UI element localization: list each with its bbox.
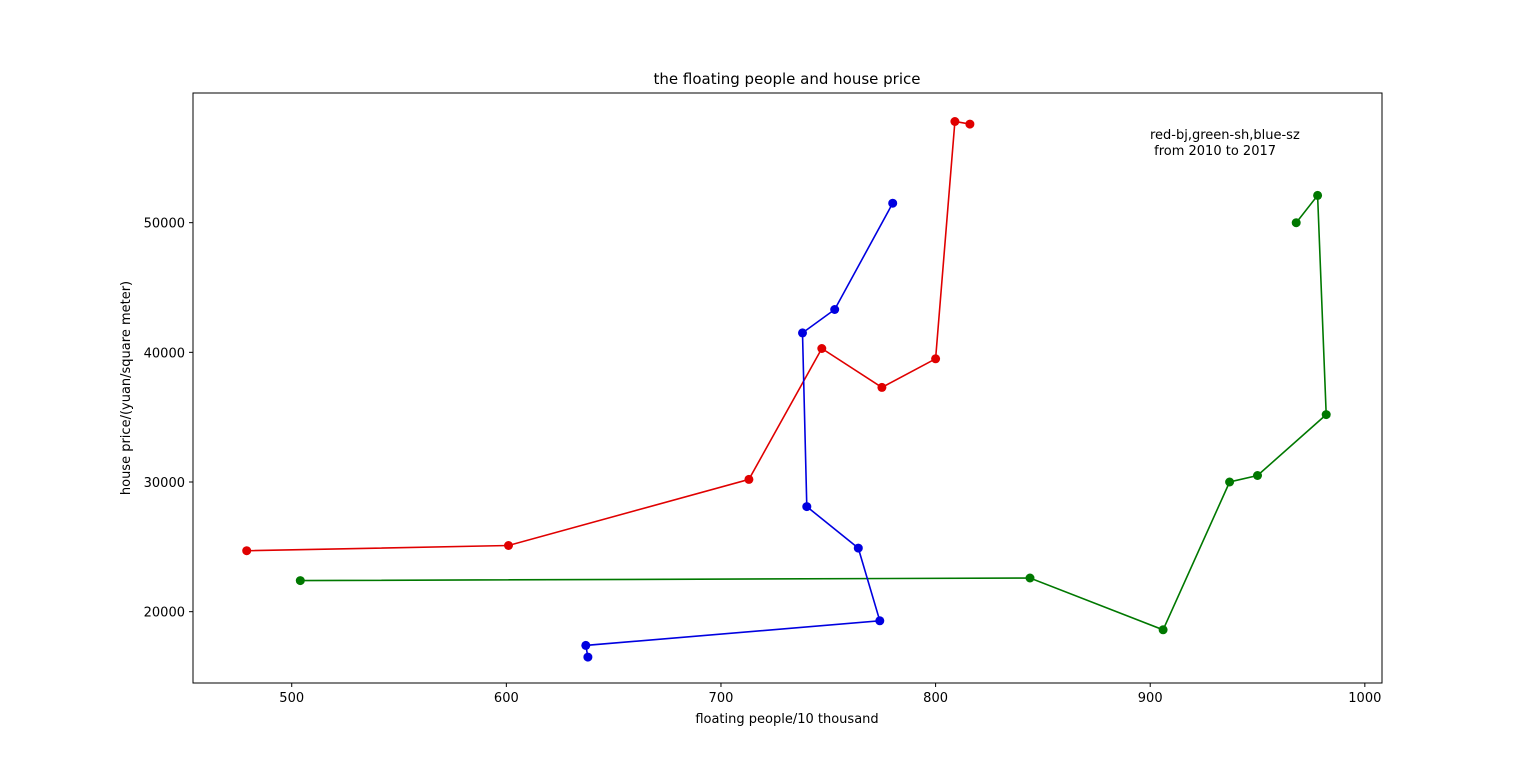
chart-title: the floating people and house price — [654, 70, 921, 88]
series-1-point-4 — [1253, 471, 1262, 480]
series-0-point-6 — [950, 117, 960, 126]
series-1-point-5 — [1321, 410, 1331, 420]
series-0-point-4 — [877, 382, 887, 392]
x-axis: 500 600 700 800 900 1000 — [279, 683, 1381, 706]
x-axis-label: floating people/10 thousand — [695, 712, 878, 727]
series-2 — [581, 198, 898, 662]
plot-area — [242, 117, 1331, 662]
series-0-point-5 — [931, 354, 941, 364]
series-0-point-1 — [504, 541, 513, 550]
series-1-point-2 — [1158, 625, 1168, 635]
x-tick-label-4: 900 — [1138, 691, 1163, 706]
series-1-point-0 — [295, 576, 305, 586]
series-0-point-0 — [242, 546, 252, 556]
series-1-line — [300, 193, 1328, 631]
series-0-point-2 — [744, 474, 754, 484]
series-0-point-7 — [965, 119, 975, 129]
series-0 — [242, 117, 975, 556]
series-1-point-7 — [1291, 218, 1301, 228]
x-tick-label-3: 800 — [923, 691, 948, 706]
series-2-point-7 — [888, 198, 898, 208]
y-tick-label-0: 20000 — [144, 606, 185, 621]
series-2-point-4 — [802, 502, 812, 512]
series-1-point-3 — [1225, 477, 1235, 487]
annotation-line-1: red-bj,green-sh,blue-sz — [1150, 128, 1300, 143]
y-tick-label-1: 30000 — [144, 476, 185, 491]
plot-frame — [192, 92, 1383, 684]
x-tick-label-1: 600 — [494, 691, 519, 706]
x-tick-label-2: 700 — [709, 691, 734, 706]
series-2-point-1 — [581, 640, 591, 650]
series-2-point-6 — [830, 305, 840, 314]
annotation-line-2: from 2010 to 2017 — [1150, 144, 1276, 159]
series-2-point-0 — [583, 652, 593, 662]
series-0-line — [246, 120, 971, 552]
y-axis-label: house price/(yuan/square meter) — [119, 281, 134, 495]
series-2-point-3 — [853, 543, 863, 553]
y-axis: 20000 30000 40000 50000 — [144, 217, 193, 621]
x-tick-label-0: 500 — [279, 691, 304, 706]
series-2-line — [584, 202, 894, 658]
series-1-point-1 — [1025, 573, 1035, 583]
series-0-point-3 — [817, 344, 827, 353]
series-1 — [295, 190, 1331, 635]
series-1-point-6 — [1313, 190, 1323, 200]
series-2-point-5 — [798, 328, 807, 338]
y-tick-label-3: 50000 — [144, 217, 185, 232]
y-tick-label-2: 40000 — [144, 346, 185, 361]
series-2-point-2 — [875, 616, 885, 626]
x-tick-label-5: 1000 — [1348, 691, 1381, 706]
